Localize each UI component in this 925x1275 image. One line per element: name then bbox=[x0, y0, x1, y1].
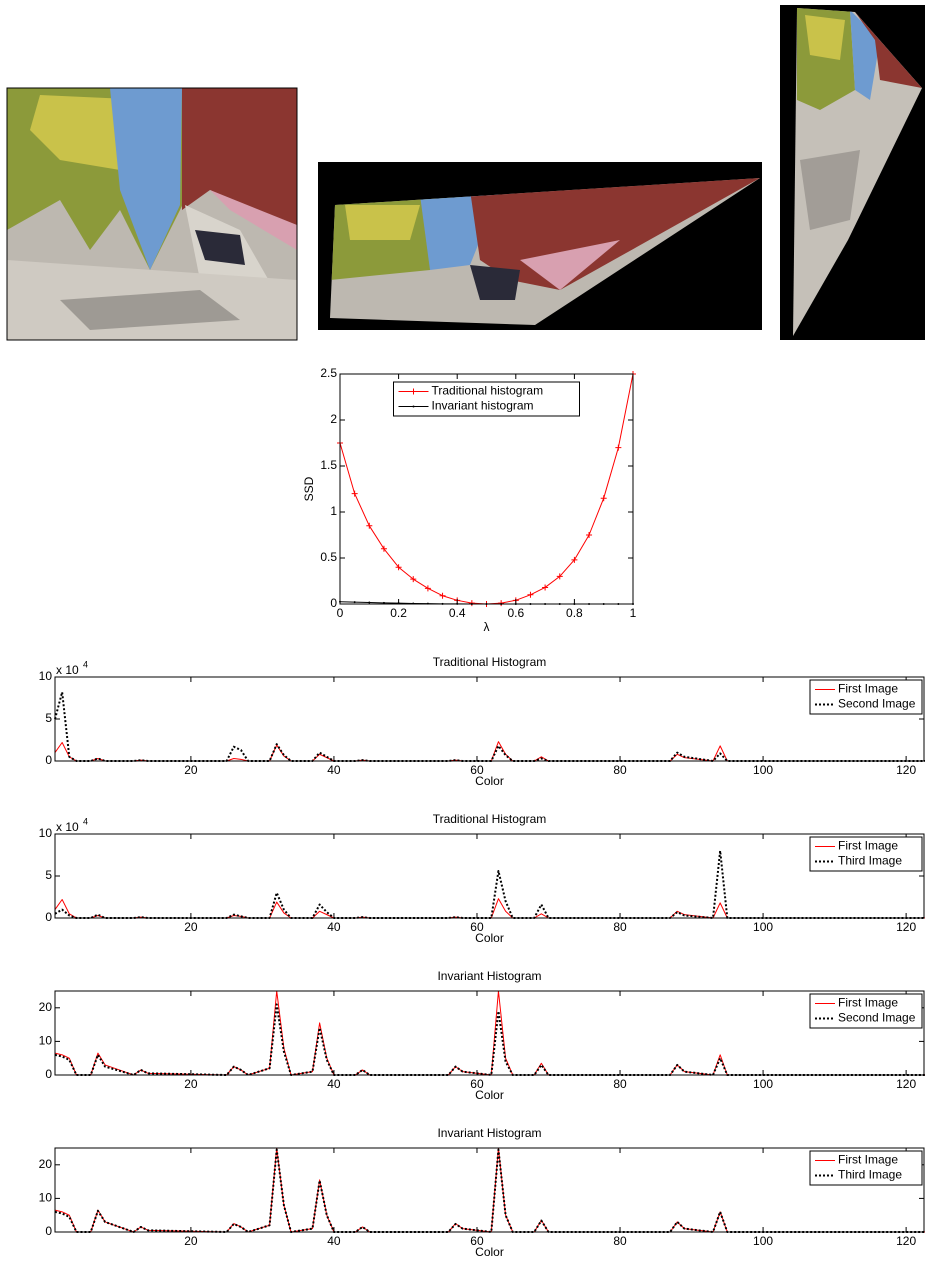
image-warped-b bbox=[780, 5, 925, 340]
x-axis-label: Color bbox=[475, 1088, 504, 1102]
legend-label: First Image bbox=[838, 996, 898, 1010]
x-tick-label: 80 bbox=[613, 1234, 627, 1248]
y-axis-label: SSD bbox=[302, 476, 316, 501]
x-tick-label: 0.6 bbox=[507, 606, 524, 620]
x-tick-label: 100 bbox=[753, 1077, 773, 1091]
y-tick-label: 10 bbox=[39, 1034, 53, 1048]
y-tick-label: 2.5 bbox=[320, 366, 337, 380]
legend-label: Second Image bbox=[838, 697, 916, 711]
chart-title: Invariant Histogram bbox=[437, 969, 541, 983]
chart-title: Invariant Histogram bbox=[437, 1126, 541, 1140]
y-multiplier: x 10 bbox=[56, 663, 79, 677]
y-tick-label: 1 bbox=[330, 504, 337, 518]
x-tick-label: 20 bbox=[184, 763, 198, 777]
x-tick-label: 20 bbox=[184, 1077, 198, 1091]
x-tick-label: 100 bbox=[753, 1234, 773, 1248]
legend-label: Second Image bbox=[838, 1011, 916, 1025]
chart-title: Traditional Histogram bbox=[433, 812, 547, 826]
x-tick-label: 40 bbox=[327, 1077, 341, 1091]
x-tick-label: 1 bbox=[630, 606, 637, 620]
x-tick-label: 20 bbox=[184, 920, 198, 934]
x-axis-label: λ bbox=[484, 620, 490, 634]
legend-label: First Image bbox=[838, 839, 898, 853]
image-original bbox=[7, 88, 297, 340]
legend-label: First Image bbox=[838, 682, 898, 696]
marker bbox=[368, 602, 370, 604]
legend: First ImageSecond Image bbox=[810, 680, 922, 714]
x-tick-label: 120 bbox=[896, 763, 916, 777]
legend-label: Third Image bbox=[838, 1168, 902, 1182]
x-tick-label: 80 bbox=[613, 763, 627, 777]
x-axis-label: Color bbox=[475, 1245, 504, 1259]
x-tick-label: 0 bbox=[337, 606, 344, 620]
x-tick-label: 40 bbox=[327, 763, 341, 777]
y-tick-label: 5 bbox=[45, 711, 52, 725]
y-tick-label: 0 bbox=[45, 910, 52, 924]
x-tick-label: 40 bbox=[327, 1234, 341, 1248]
legend-label: Invariant histogram bbox=[432, 399, 534, 413]
y-multiplier-exponent: 4 bbox=[83, 659, 88, 669]
y-tick-label: 0 bbox=[45, 753, 52, 767]
x-tick-label: 0.4 bbox=[449, 606, 466, 620]
plot-area bbox=[55, 677, 924, 761]
chart: 00.511.522.500.20.40.60.81λSSDTraditiona… bbox=[302, 366, 636, 634]
figure: 0 0.5 1 1.5 2 2.5 0 0.2 0.4 0.6 0.8 1 λ SSD Traditiona… bbox=[0, 0, 925, 1270]
y-tick-label: 20 bbox=[39, 1157, 53, 1171]
legend-marker bbox=[413, 406, 415, 408]
x-tick-label: 0.8 bbox=[566, 606, 583, 620]
image-warped-a bbox=[318, 162, 762, 330]
y-tick-label: 0 bbox=[45, 1067, 52, 1081]
y-tick-label: 20 bbox=[39, 1000, 53, 1014]
y-tick-label: 0 bbox=[45, 1224, 52, 1238]
y-tick-label: 1.5 bbox=[320, 458, 337, 472]
x-tick-label: 100 bbox=[753, 763, 773, 777]
x-axis-label: Color bbox=[475, 774, 504, 788]
x-tick-label: 120 bbox=[896, 1234, 916, 1248]
x-axis-label: Color bbox=[475, 931, 504, 945]
chart-title: Traditional Histogram bbox=[433, 655, 547, 669]
x-tick-label: 20 bbox=[184, 1234, 198, 1248]
x-tick-label: 120 bbox=[896, 920, 916, 934]
y-tick-label: 2 bbox=[330, 412, 337, 426]
legend-label: Traditional histogram bbox=[432, 384, 544, 398]
plot-area bbox=[55, 834, 924, 918]
y-multiplier-exponent: 4 bbox=[83, 816, 88, 826]
y-tick-label: 0.5 bbox=[320, 550, 337, 564]
y-multiplier: x 10 bbox=[56, 820, 79, 834]
marker bbox=[354, 601, 356, 603]
x-tick-label: 120 bbox=[896, 1077, 916, 1091]
x-tick-label: 0.2 bbox=[390, 606, 407, 620]
legend-label: Third Image bbox=[838, 854, 902, 868]
y-tick-label: 10 bbox=[39, 669, 53, 683]
plot-area bbox=[55, 991, 924, 1075]
x-tick-label: 100 bbox=[753, 920, 773, 934]
y-tick-label: 10 bbox=[39, 826, 53, 840]
x-tick-label: 40 bbox=[327, 920, 341, 934]
y-tick-label: 5 bbox=[45, 868, 52, 882]
legend-label: First Image bbox=[838, 1153, 898, 1167]
page: {"chart_data": [ {"type": "line", "xlabe… bbox=[0, 0, 925, 1270]
plot-area bbox=[55, 1148, 924, 1232]
x-tick-label: 80 bbox=[613, 920, 627, 934]
x-tick-label: 80 bbox=[613, 1077, 627, 1091]
y-tick-label: 10 bbox=[39, 1191, 53, 1205]
